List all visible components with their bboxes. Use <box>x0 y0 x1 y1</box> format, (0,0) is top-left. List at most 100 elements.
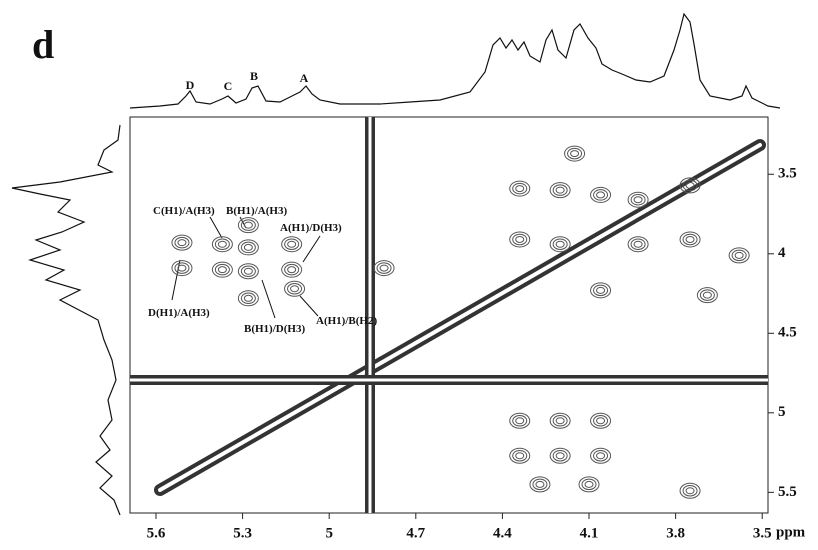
contour-ring <box>509 231 531 248</box>
contour-ring <box>630 193 646 206</box>
contour-ring <box>211 261 233 278</box>
contour-ring <box>633 196 643 204</box>
contour-ring <box>593 449 609 462</box>
contour-ring <box>243 267 253 275</box>
contour-ring <box>515 452 525 460</box>
y-tick-label: 4.5 <box>778 325 797 341</box>
y-tick-label: 5 <box>778 404 786 420</box>
contour-ring <box>682 179 698 192</box>
contour-ring <box>584 480 594 488</box>
cross-peak <box>679 177 701 194</box>
contour-ring <box>240 219 256 231</box>
contour-ring <box>177 239 187 247</box>
contour-ring <box>237 239 259 256</box>
cross-peak <box>590 282 612 299</box>
contour-ring <box>509 412 531 429</box>
plot-frame <box>129 116 769 514</box>
contour-ring <box>240 265 256 278</box>
contour-ring <box>679 231 701 248</box>
contour-ring <box>379 264 389 272</box>
contour-ring <box>512 233 528 246</box>
contour-ring <box>555 417 565 425</box>
contour-ring <box>731 249 747 262</box>
annotation: A(H1)/D(H3) <box>280 222 342 234</box>
contour-ring <box>243 294 253 302</box>
cross-peak <box>529 476 551 493</box>
x-tick-label: 5 <box>325 525 333 541</box>
contour-ring <box>555 452 565 460</box>
contour-ring <box>549 182 571 199</box>
cross-peak <box>284 280 306 297</box>
contour-ring <box>243 243 253 251</box>
contour-ring <box>581 478 597 491</box>
contour-ring <box>728 247 750 264</box>
contour-ring <box>682 233 698 246</box>
cross-peak <box>237 217 259 234</box>
contour-ring <box>217 240 227 248</box>
contour-ring <box>214 263 230 276</box>
contour-ring <box>552 449 568 462</box>
contour-ring <box>555 186 565 194</box>
contour-ring <box>679 177 701 194</box>
contour-ring <box>552 415 568 427</box>
cross-peak <box>590 186 612 203</box>
contour-ring <box>512 415 528 427</box>
annotation: D(H1)/A(H3) <box>148 307 210 319</box>
contour-ring <box>177 264 187 272</box>
contour-ring <box>529 476 551 493</box>
contour-ring <box>237 263 259 280</box>
cross-peak <box>373 260 395 277</box>
contour-ring <box>679 482 701 499</box>
annotation: C(H1)/A(H3) <box>153 205 215 217</box>
contour-ring <box>515 185 525 193</box>
peak-label: B <box>250 69 258 83</box>
cross-peak <box>679 231 701 248</box>
y-tick-label: 3.5 <box>778 166 797 182</box>
contour-ring <box>596 417 606 425</box>
x-tick-label: 3.8 <box>666 525 685 541</box>
contour-ring <box>590 447 612 464</box>
y-tick-label: 5.5 <box>778 484 797 500</box>
contour-ring <box>532 478 548 491</box>
peak-label: A <box>300 71 309 85</box>
contour-ring <box>509 180 531 197</box>
contour-ring <box>217 266 227 274</box>
cross-peak <box>728 247 750 264</box>
contour-ring <box>685 235 695 243</box>
contour-ring <box>578 476 600 493</box>
contour-ring <box>287 240 297 248</box>
contour-ring <box>290 285 300 293</box>
contour-ring <box>237 290 259 307</box>
contour-ring <box>284 238 300 250</box>
contour-ring <box>633 240 643 248</box>
contour-ring <box>376 262 392 274</box>
x-tick-label: 5.3 <box>233 525 252 541</box>
contour-ring <box>535 480 545 488</box>
contour-ring <box>570 150 580 158</box>
contour-ring <box>171 234 193 251</box>
contour-ring <box>596 286 606 294</box>
contour-ring <box>284 263 300 276</box>
annotation: B(H1)/D(H3) <box>244 323 305 335</box>
contour-ring <box>281 261 303 278</box>
cross-peak <box>627 236 649 253</box>
contour-ring <box>237 217 259 234</box>
contour-ring <box>567 147 583 160</box>
contour-ring <box>627 191 649 208</box>
cross-peak <box>237 239 259 256</box>
contour-ring <box>552 184 568 196</box>
contour-ring <box>593 415 609 427</box>
x-tick-label: 5.6 <box>147 525 166 541</box>
cross-peak <box>549 236 571 253</box>
contour-ring <box>685 181 695 189</box>
cross-peak <box>590 447 612 464</box>
cross-peak <box>578 476 600 493</box>
cross-peak <box>211 261 233 278</box>
contour-ring <box>515 417 525 425</box>
contour-ring <box>214 238 230 250</box>
cross-peak <box>696 287 718 304</box>
panel-label: d <box>32 22 54 67</box>
contour-ring <box>696 287 718 304</box>
contour-ring <box>512 182 528 195</box>
